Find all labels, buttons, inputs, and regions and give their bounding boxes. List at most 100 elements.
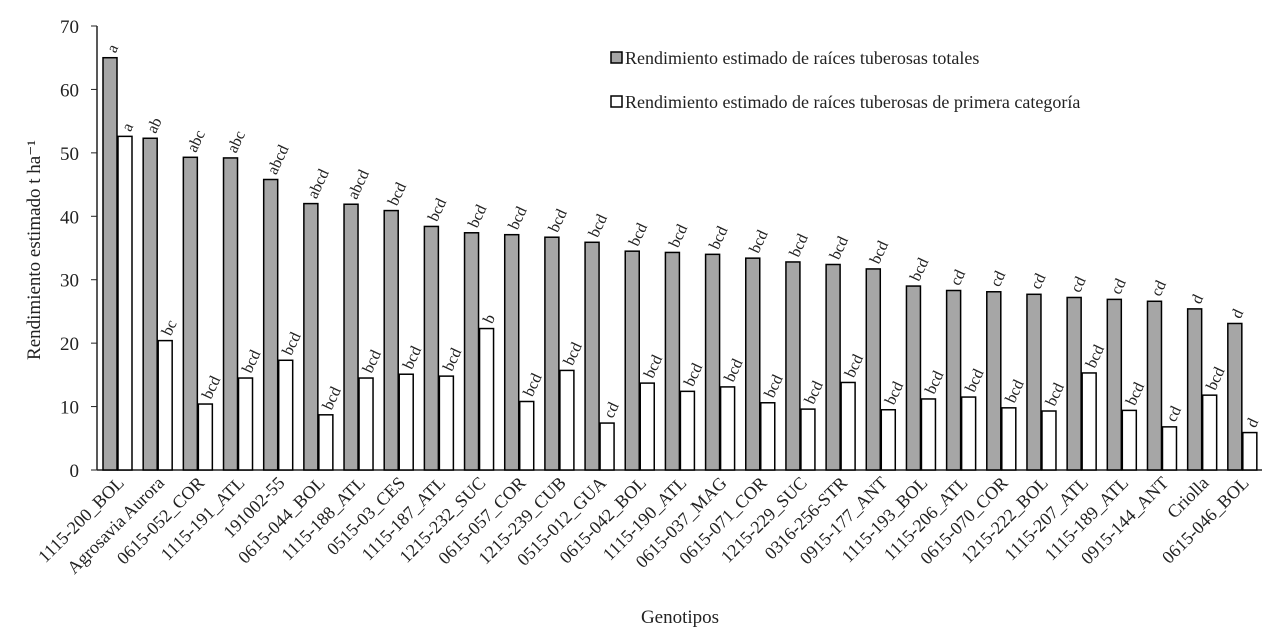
significance-letter: bcd — [239, 348, 264, 376]
bar — [237, 377, 254, 471]
bar — [102, 56, 118, 471]
significance-letter: abcd — [305, 167, 333, 202]
bar — [664, 251, 681, 471]
bar — [358, 377, 374, 471]
bar — [157, 339, 173, 471]
bar — [383, 209, 399, 471]
bar — [1186, 308, 1203, 471]
significance-letter: bcd — [882, 379, 907, 407]
bar — [986, 291, 1002, 471]
significance-letter: d — [1229, 307, 1248, 321]
significance-letter: bcd — [802, 379, 827, 407]
legend-label: Rendimiento estimado de raíces tuberosas… — [625, 92, 1080, 112]
bar — [318, 414, 334, 471]
bar — [840, 381, 856, 471]
significance-letter: bcd — [199, 374, 224, 402]
significance-letter: bcd — [440, 346, 465, 374]
bar — [1106, 298, 1123, 471]
significance-letter: cd — [1163, 404, 1185, 425]
bar — [905, 285, 922, 471]
bar — [584, 241, 600, 471]
significance-letter: bcd — [400, 344, 425, 372]
significance-letter: abcd — [264, 143, 292, 178]
significance-letter: bcd — [279, 330, 304, 358]
y-axis-title: Rendimiento estimado t ha⁻¹ — [24, 140, 45, 360]
significance-letter: d — [1244, 416, 1263, 430]
significance-letter: bcd — [721, 356, 746, 384]
significance-letter: abc — [224, 128, 249, 155]
significance-letter: bcd — [681, 361, 706, 389]
significance-letter: bc — [159, 317, 181, 338]
significance-letter: cd — [1068, 274, 1090, 295]
significance-letter: bcd — [465, 202, 490, 230]
significance-letter: bcd — [626, 221, 651, 249]
bar — [624, 250, 640, 471]
significance-letter: bcd — [1043, 381, 1068, 409]
significance-letter: bcd — [1123, 380, 1148, 408]
significance-letter: bcd — [962, 367, 987, 395]
significance-letter: d — [1188, 292, 1207, 306]
significance-letter: bcd — [706, 224, 731, 252]
significance-letter: cd — [1108, 276, 1130, 297]
significance-letter: bcd — [546, 207, 571, 235]
legend-swatch — [610, 95, 623, 108]
significance-letter: bcd — [425, 196, 450, 224]
bar — [1146, 300, 1163, 471]
bar — [800, 408, 816, 471]
bar — [679, 390, 696, 471]
bar — [343, 203, 359, 471]
bar — [303, 202, 319, 471]
bar — [197, 403, 214, 471]
bar — [142, 137, 158, 471]
significance-letter: bcd — [1003, 377, 1028, 405]
bar — [880, 408, 897, 471]
y-tick-label: 0 — [70, 461, 80, 482]
bar — [945, 289, 962, 471]
bar — [825, 263, 841, 471]
significance-letter: bcd — [1203, 365, 1228, 393]
bar — [1041, 410, 1057, 471]
significance-letter: bcd — [787, 232, 812, 260]
legend-swatch — [610, 51, 623, 64]
y-tick-label: 40 — [60, 207, 79, 228]
legend-label: Rendimiento estimado de raíces tuberosas… — [625, 48, 979, 68]
bar — [544, 236, 560, 471]
bar — [1201, 394, 1218, 471]
bar — [865, 268, 882, 471]
significance-letter: cd — [1148, 278, 1170, 299]
significance-letter: bcd — [1083, 343, 1108, 371]
significance-letter: a — [104, 42, 122, 56]
bar — [117, 135, 133, 471]
bar — [1026, 293, 1042, 471]
significance-letter: cd — [1028, 271, 1050, 292]
significance-letter: bcd — [520, 371, 545, 399]
significance-letter: bcd — [586, 212, 611, 240]
bar — [438, 375, 455, 471]
bar — [1227, 322, 1243, 471]
significance-letter: bcd — [867, 238, 892, 266]
significance-letter: a — [119, 120, 137, 134]
y-tick-label: 50 — [60, 144, 79, 165]
bar — [1242, 431, 1258, 471]
bar — [719, 386, 736, 471]
significance-letter: bcd — [561, 340, 586, 368]
significance-letter: cd — [988, 269, 1010, 290]
significance-letter: bcd — [641, 353, 666, 381]
y-tick-label: 10 — [60, 398, 79, 419]
significance-letter: abc — [184, 128, 209, 155]
bar — [704, 253, 721, 471]
bar — [463, 232, 480, 471]
significance-letter: bcd — [922, 369, 947, 397]
significance-letter: bcd — [320, 384, 345, 412]
bar — [1121, 409, 1138, 471]
y-tick-label: 60 — [60, 80, 79, 101]
bar — [478, 327, 495, 471]
bar — [222, 157, 239, 471]
bar — [745, 257, 761, 471]
bar — [1161, 426, 1178, 471]
bar — [785, 261, 801, 471]
bar — [1001, 407, 1017, 471]
significance-letter: ab — [144, 115, 166, 136]
y-tick-label: 30 — [60, 271, 79, 292]
